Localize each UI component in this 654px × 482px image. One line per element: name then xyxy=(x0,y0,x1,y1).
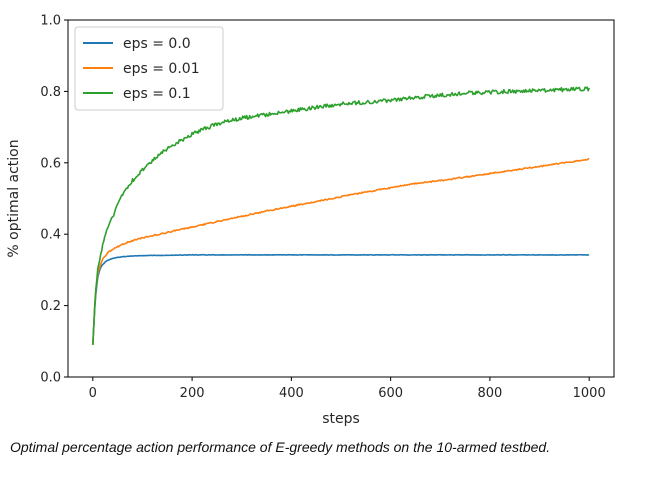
legend-label: eps = 0.0 xyxy=(123,36,191,52)
legend-box xyxy=(74,26,224,111)
x-axis-label: steps xyxy=(322,411,360,427)
y-tick-label: 0.2 xyxy=(40,299,61,314)
series-layer xyxy=(92,86,590,345)
y-tick-label: 0.4 xyxy=(40,228,61,243)
legend: eps = 0.0 eps = 0.01 eps = 0.1 xyxy=(74,26,224,111)
plot-frame xyxy=(67,19,615,378)
x-tick-label: 200 xyxy=(180,386,205,401)
y-tick-label: 1.0 xyxy=(40,14,61,29)
legend-label: eps = 0.01 xyxy=(123,61,200,77)
x-tick-label: 1000 xyxy=(573,386,606,401)
x-tick-label: 600 xyxy=(378,386,403,401)
y-tick-label: 0.8 xyxy=(40,85,61,100)
series-line-eps-0-0 xyxy=(92,253,590,345)
line-chart: 0 200 400 600 800 1000 0.0 0.2 0.4 0.6 0.8 1.0 eps … xyxy=(6,14,615,427)
series-line-eps-0-01 xyxy=(92,157,590,345)
y-tick-label: 0.6 xyxy=(40,156,61,171)
y-axis-label: % optimal action xyxy=(6,139,22,257)
x-tick-label: 400 xyxy=(279,386,304,401)
series-line-eps-0-1 xyxy=(92,86,590,345)
x-tick-label: 800 xyxy=(477,386,502,401)
figure-caption: Optimal percentage action performance of… xyxy=(10,439,551,455)
axes-layer: 0 200 400 600 800 1000 0.0 0.2 0.4 0.6 0.8 1.0 xyxy=(40,14,615,401)
chart-svg: 0 200 400 600 800 1000 0.0 0.2 0.4 0.6 0.8 1.0 eps … xyxy=(6,14,615,427)
x-tick-label: 0 xyxy=(89,386,97,401)
y-tick-label: 0.0 xyxy=(40,371,61,386)
legend-label: eps = 0.1 xyxy=(123,86,191,102)
